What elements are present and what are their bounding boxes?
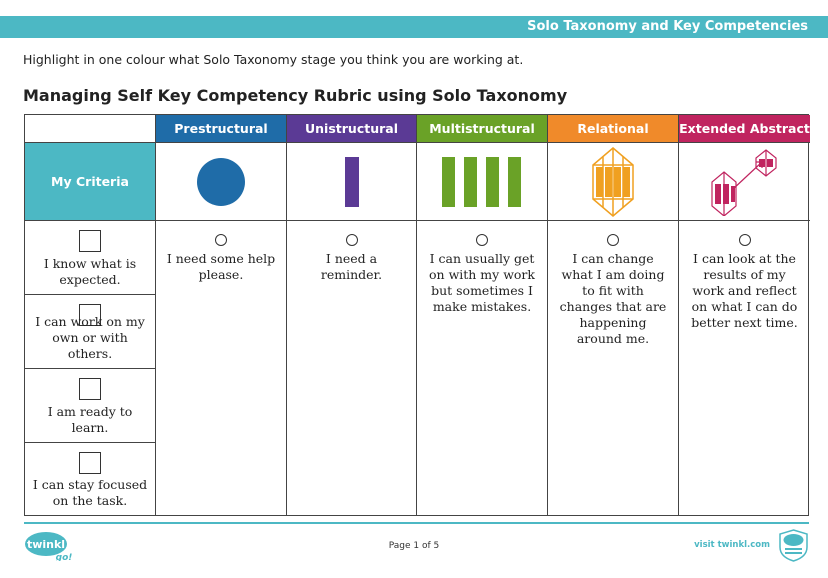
- stage-description: I need some help please.: [166, 251, 276, 282]
- criteria-text: I can work on my own or with others.: [35, 314, 145, 361]
- stage-radio-button[interactable]: [738, 234, 751, 246]
- stage-description: I can change what I am doing to fit with…: [559, 251, 667, 346]
- stage-radio-button[interactable]: [476, 234, 488, 246]
- criteria-row: I know what is expected.: [25, 221, 156, 295]
- visit-link[interactable]: visit twinkl.com: [694, 540, 770, 550]
- top-banner: Solo Taxonomy and Key Competencies: [0, 16, 828, 38]
- twinkl-go-logo: twinkl go!: [25, 532, 73, 561]
- criteria-text: I can stay focused on the task.: [32, 477, 148, 508]
- multistructural-description-cell: I can usually get on with my work but so…: [417, 221, 548, 515]
- rubric-heading: Managing Self Key Competency Rubric usin…: [23, 86, 568, 105]
- multistructural-icon-cell: [417, 143, 548, 221]
- stage-header-unistructural: Unistructural: [287, 115, 417, 143]
- criteria-checkbox[interactable]: [79, 304, 101, 326]
- stage-header-relational: Relational: [548, 115, 679, 143]
- unistructural-description-cell: I need a reminder.: [287, 221, 417, 515]
- page-number: Page 1 of 5: [388, 541, 440, 551]
- criteria-checkbox[interactable]: [79, 378, 101, 400]
- prestructural-icon-cell: [156, 143, 287, 221]
- logo-subtext: go!: [56, 553, 73, 561]
- relational-icon-cell: [548, 143, 679, 221]
- quality-badge-icon: [779, 529, 808, 562]
- stage-radio-button[interactable]: [215, 234, 227, 246]
- extended-abstract-description-cell: I can look at the results of my work and…: [679, 221, 810, 515]
- corner-cell: [25, 115, 156, 143]
- criteria-checkbox[interactable]: [79, 230, 101, 252]
- stage-header-multistructural: Multistructural: [417, 115, 548, 143]
- stage-description: I need a reminder.: [320, 251, 383, 282]
- stage-header-prestructural: Prestructural: [156, 115, 287, 143]
- stage-description: I can look at the results of my work and…: [691, 251, 798, 330]
- logo-text: twinkl: [27, 538, 65, 551]
- criteria-text: I know what is expected.: [43, 256, 137, 287]
- stage-radio-button[interactable]: [607, 234, 619, 246]
- four-bars-icon: [442, 156, 521, 207]
- extended-abstract-icon-cell: [679, 143, 810, 221]
- rubric-table: Prestructural Unistructural Multistructu…: [24, 114, 810, 516]
- criteria-row: I can stay focused on the task.: [25, 443, 156, 515]
- stage-header-extended-abstract: Extended Abstract: [679, 115, 810, 143]
- criteria-checkbox[interactable]: [79, 452, 101, 474]
- my-criteria-label: My Criteria: [25, 143, 156, 221]
- instruction-text: Highlight in one colour what Solo Taxono…: [23, 52, 524, 67]
- criteria-text: I am ready to learn.: [47, 404, 133, 435]
- relational-lattice-icon: [592, 146, 634, 217]
- footer-divider: [24, 522, 809, 524]
- stage-description: I can usually get on with my work but so…: [429, 251, 535, 314]
- stage-radio-button[interactable]: [345, 234, 358, 246]
- prestructural-description-cell: I need some help please.: [156, 221, 287, 515]
- criteria-row: I am ready to learn.: [25, 369, 156, 443]
- relational-description-cell: I can change what I am doing to fit with…: [548, 221, 679, 515]
- single-bar-icon: [344, 156, 359, 207]
- extended-abstract-icon: [710, 148, 777, 216]
- unistructural-icon-cell: [287, 143, 417, 221]
- document-title: Solo Taxonomy and Key Competencies: [527, 19, 808, 34]
- circle-icon: [197, 157, 245, 206]
- criteria-row: I can work on my own or with others.: [25, 295, 156, 369]
